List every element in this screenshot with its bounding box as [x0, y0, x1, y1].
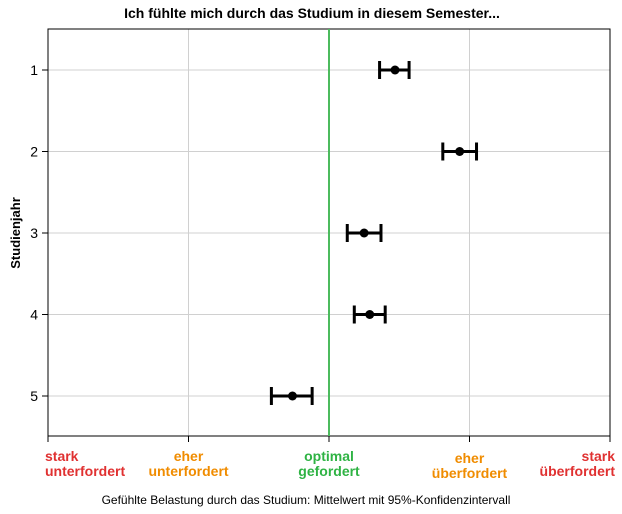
x-axis-label: Gefühlte Belastung durch das Studium: Mi…	[102, 493, 511, 507]
x-tick-label: stark überfordert	[540, 448, 616, 479]
x-tick-label: stark unterfordert	[45, 448, 125, 479]
mean-point	[365, 310, 375, 319]
y-tick-label: 2	[30, 144, 38, 160]
mean-point	[455, 147, 465, 156]
mean-point	[359, 228, 369, 238]
y-axis-label: Studienjahr	[8, 197, 23, 269]
chart-title: Ich fühlte mich durch das Studium in die…	[124, 5, 500, 21]
y-tick-label: 1	[30, 62, 38, 78]
y-tick-label: 5	[30, 388, 38, 404]
x-tick-label: eher überfordert	[432, 450, 508, 481]
y-tick-label: 4	[30, 307, 38, 323]
mean-point	[287, 391, 297, 401]
x-tick-label: eher unterfordert	[148, 448, 228, 479]
plot-area: stark unterfordert eher unterfordert optimal…	[30, 28, 616, 481]
mean-point	[390, 65, 400, 75]
y-tick-label: 3	[30, 225, 38, 241]
x-tick-label: optimal gefordert	[298, 448, 360, 479]
